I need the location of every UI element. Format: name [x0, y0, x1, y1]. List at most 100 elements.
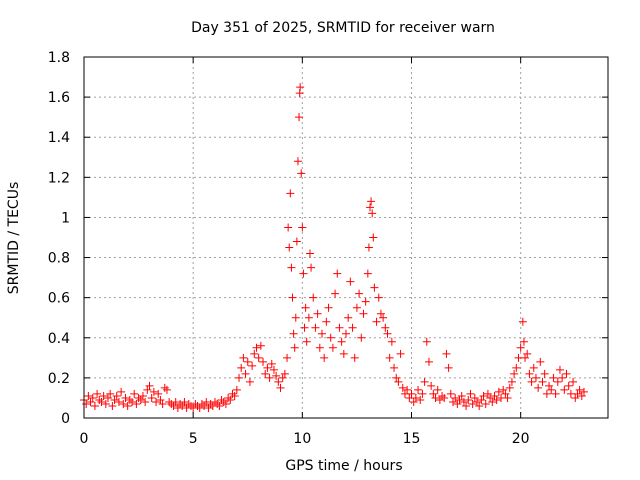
- data-point: [359, 309, 368, 318]
- x-tick-label: 10: [293, 431, 311, 447]
- data-point: [297, 169, 306, 178]
- data-point: [278, 373, 287, 382]
- data-point: [250, 349, 259, 358]
- data-point: [147, 393, 156, 402]
- data-point: [424, 357, 433, 366]
- data-point: [288, 293, 297, 302]
- data-point: [305, 249, 314, 258]
- data-point: [154, 389, 163, 398]
- data-point: [444, 363, 453, 372]
- data-point: [357, 333, 366, 342]
- data-point: [152, 397, 161, 406]
- data-point: [387, 337, 396, 346]
- y-tick-label: 0.2: [48, 371, 70, 387]
- data-point: [435, 395, 444, 404]
- data-point: [564, 381, 573, 390]
- data-point: [438, 391, 447, 400]
- data-point: [322, 317, 331, 326]
- data-point: [333, 269, 342, 278]
- data-point: [367, 197, 376, 206]
- data-point: [267, 359, 276, 368]
- data-point: [492, 395, 501, 404]
- data-point: [213, 399, 222, 408]
- data-point: [132, 399, 141, 408]
- data-point: [510, 369, 519, 378]
- data-point: [293, 157, 302, 166]
- data-point: [363, 269, 372, 278]
- data-point: [284, 223, 293, 232]
- data-point: [86, 397, 95, 406]
- data-point: [433, 385, 442, 394]
- data-point: [569, 377, 578, 386]
- data-point: [211, 397, 219, 406]
- data-point: [457, 391, 466, 400]
- data-point: [324, 303, 333, 312]
- data-point: [269, 365, 278, 374]
- data-point: [84, 391, 93, 400]
- data-point: [176, 399, 185, 408]
- y-tick-label: 0.8: [48, 251, 70, 267]
- data-point: [427, 381, 436, 390]
- x-tick-label: 0: [80, 431, 89, 447]
- data-point: [331, 289, 340, 298]
- data-point: [171, 397, 180, 406]
- data-point: [516, 343, 525, 352]
- data-point: [503, 393, 512, 402]
- data-point: [138, 391, 147, 400]
- data-point: [372, 317, 381, 326]
- data-point: [230, 391, 239, 400]
- data-point: [128, 397, 137, 406]
- data-point: [110, 395, 119, 404]
- data-point: [575, 385, 584, 394]
- data-point: [130, 389, 139, 398]
- data-point: [237, 363, 246, 372]
- data-point: [112, 391, 121, 400]
- data-point: [527, 377, 536, 386]
- data-point: [529, 363, 538, 372]
- data-point: [459, 397, 468, 406]
- data-point: [259, 357, 268, 366]
- data-point: [101, 399, 110, 408]
- data-point: [296, 83, 305, 92]
- data-point: [232, 385, 241, 394]
- x-axis-label: GPS time / hours: [285, 458, 402, 474]
- data-point: [418, 389, 427, 398]
- data-point: [224, 393, 233, 402]
- data-point: [200, 401, 209, 410]
- data-point: [243, 357, 252, 366]
- y-tick-label: 1.2: [48, 170, 70, 186]
- data-point: [381, 323, 390, 332]
- data-point: [525, 369, 534, 378]
- data-point: [149, 387, 158, 396]
- data-point: [547, 385, 556, 394]
- data-point: [379, 313, 388, 322]
- data-point: [143, 385, 152, 394]
- data-point: [123, 401, 132, 410]
- data-point: [217, 395, 226, 404]
- y-tick-label: 1.4: [48, 130, 70, 146]
- data-point: [339, 349, 348, 358]
- data-point: [313, 309, 322, 318]
- data-point: [374, 293, 383, 302]
- x-tick-label: 5: [189, 431, 198, 447]
- data-point: [315, 343, 324, 352]
- data-point: [88, 393, 97, 402]
- data-point: [414, 385, 423, 394]
- data-point: [429, 389, 438, 398]
- data-point: [553, 377, 562, 386]
- data-point: [106, 389, 115, 398]
- data-point: [466, 389, 475, 398]
- data-point: [448, 397, 457, 406]
- data-point: [239, 353, 248, 362]
- data-point: [545, 381, 554, 390]
- data-point: [477, 395, 486, 404]
- y-tick-label: 0.4: [48, 331, 70, 347]
- data-point: [361, 297, 370, 306]
- data-point: [446, 389, 455, 398]
- data-point: [350, 353, 359, 362]
- data-point: [235, 373, 244, 382]
- data-point: [304, 313, 313, 322]
- scatter-series: [80, 83, 588, 412]
- data-point: [538, 377, 547, 386]
- data-point: [145, 381, 154, 390]
